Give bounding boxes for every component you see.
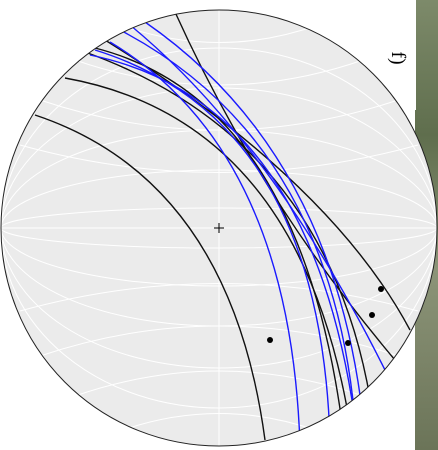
panel-label: f) <box>387 51 409 64</box>
pole <box>267 337 273 343</box>
pole <box>369 312 375 318</box>
stereonet: f) <box>0 0 438 450</box>
pole <box>345 340 351 346</box>
pole <box>378 286 384 292</box>
